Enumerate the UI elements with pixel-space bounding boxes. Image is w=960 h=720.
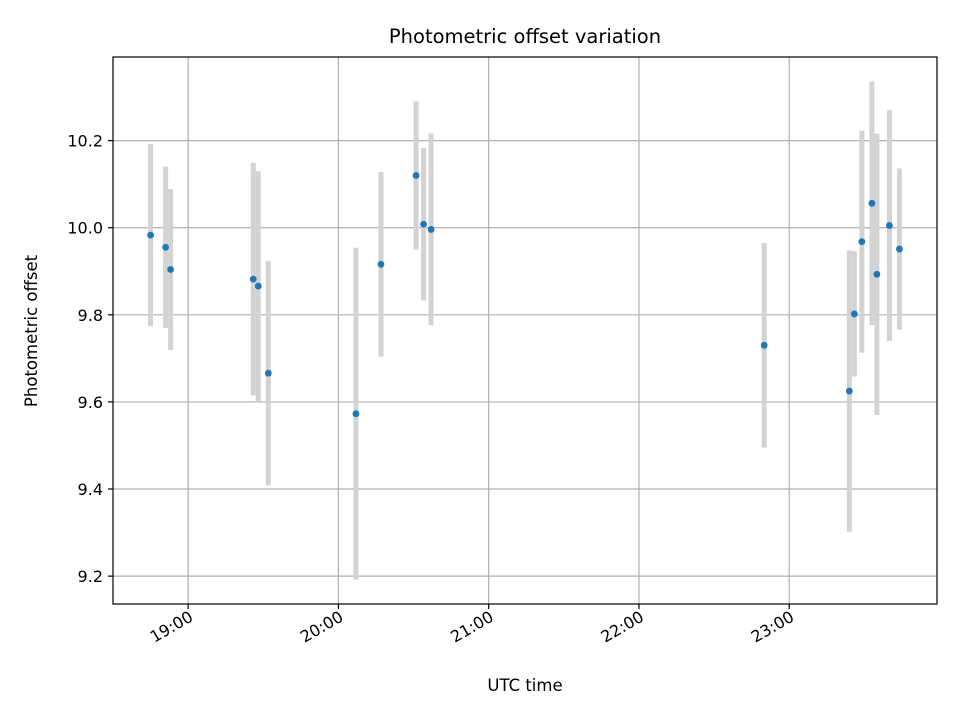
y-axis-ticks: 9.2 9.4 9.6 9.8 10.0 10.2 <box>67 132 113 586</box>
data-point <box>845 387 853 395</box>
data-point <box>162 243 169 251</box>
data-point <box>167 266 175 273</box>
data-point <box>850 310 858 318</box>
grid <box>113 57 937 604</box>
data-point <box>412 172 420 179</box>
x-axis-label: UTC time <box>487 676 562 695</box>
data-point <box>249 275 257 283</box>
y-tick-label: 9.2 <box>78 567 103 586</box>
plot-frame <box>112 56 938 605</box>
data-point <box>868 199 876 207</box>
data-point <box>427 226 435 233</box>
y-tick-label: 10.2 <box>67 132 103 151</box>
y-tick-label: 9.6 <box>78 393 103 412</box>
data-point <box>377 260 385 268</box>
y-tick-label: 10.0 <box>67 219 103 238</box>
data-point <box>873 270 881 278</box>
data-point <box>858 238 866 246</box>
data-point <box>886 222 893 229</box>
data-point <box>420 220 427 228</box>
y-tick-label: 9.4 <box>78 480 103 499</box>
data-point <box>760 341 768 349</box>
data-point <box>147 231 154 239</box>
chart-title: Photometric offset variation <box>389 25 661 48</box>
data-points <box>147 172 903 418</box>
y-axis-label: Photometric offset <box>22 254 41 407</box>
data-point <box>264 369 272 377</box>
data-point <box>254 282 262 290</box>
data-point <box>896 245 903 253</box>
y-tick-label: 9.8 <box>78 306 103 325</box>
data-point <box>352 410 360 418</box>
